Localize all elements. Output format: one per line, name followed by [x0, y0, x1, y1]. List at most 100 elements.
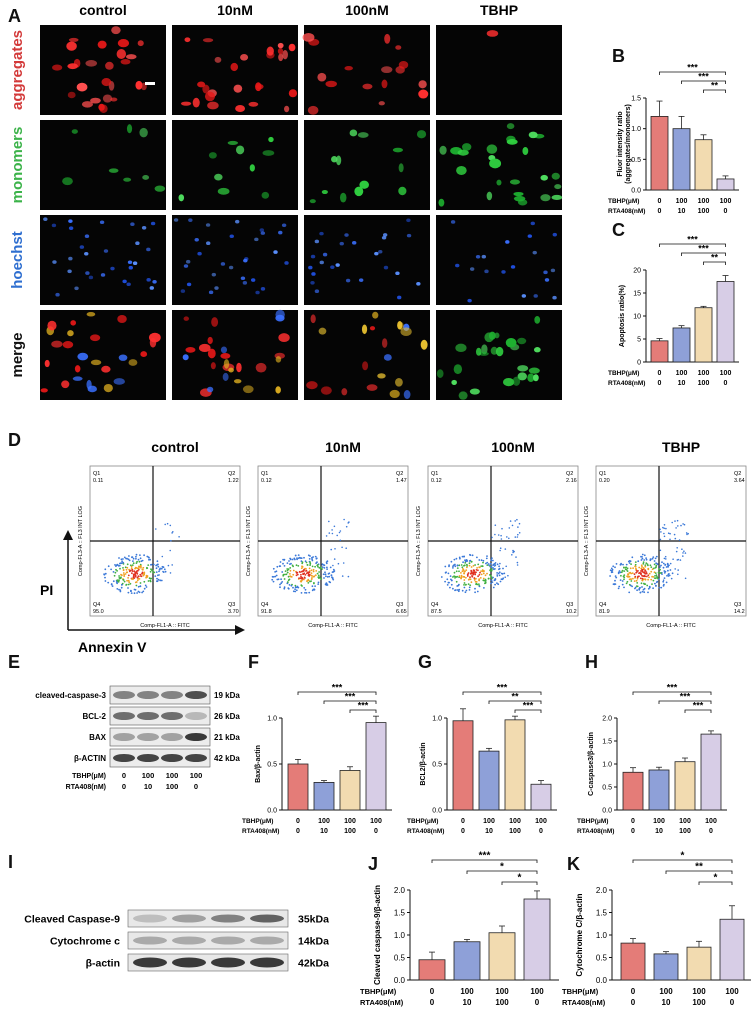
- micro-cell: [243, 258, 248, 263]
- flow-event: [496, 572, 498, 574]
- micro-cell: [395, 377, 403, 387]
- flow-event: [506, 536, 508, 538]
- flow-event: [150, 563, 153, 566]
- flow-event: [623, 570, 626, 572]
- micro-cell: [140, 351, 148, 358]
- flow-event: [324, 571, 326, 574]
- rta-label: RTA408(nM): [608, 380, 645, 387]
- bar: [453, 941, 481, 981]
- flow-event: [641, 568, 643, 571]
- flow-event: [481, 565, 484, 568]
- flow-event: [307, 574, 310, 577]
- micro-cell: [125, 54, 137, 60]
- micro-cell: [198, 343, 211, 353]
- flow-event: [641, 557, 644, 560]
- flow-event: [464, 570, 466, 573]
- flow-event: [516, 536, 519, 538]
- flow-event: [288, 584, 291, 586]
- flow-event: [331, 529, 333, 531]
- flow-y-axis-label: Comp-FL3-A :: FL3 INT LOG: [246, 506, 252, 576]
- flow-event: [291, 558, 294, 561]
- micro-image-2-1: [172, 215, 298, 305]
- flow-event: [143, 572, 146, 575]
- flow-event: [131, 570, 134, 572]
- flow-event: [635, 571, 638, 574]
- flow-event: [287, 568, 290, 571]
- micro-cell: [533, 294, 538, 298]
- flow-event: [514, 536, 517, 538]
- flow-event: [325, 584, 328, 586]
- flow-event: [464, 562, 467, 564]
- micro-cell: [501, 270, 506, 274]
- flow-event: [624, 568, 627, 571]
- flow-event: [290, 584, 293, 587]
- flow-event: [499, 549, 501, 552]
- micro-cell: [513, 195, 526, 202]
- micro-image-3-2: [304, 310, 430, 400]
- micro-cell: [100, 273, 106, 277]
- flow-event: [114, 571, 117, 574]
- flow-event: [298, 577, 300, 579]
- bar: [674, 761, 696, 811]
- flow-event: [628, 591, 631, 594]
- rta-value: 0: [374, 828, 378, 835]
- flow-event: [304, 560, 307, 563]
- flow-event: [651, 575, 653, 578]
- flow-event: [272, 580, 275, 583]
- bar: [694, 307, 713, 363]
- micro-cell: [374, 251, 379, 256]
- panel-a-microscopy: control 10nM 100nM TBHP aggregates monomers ho…: [0, 0, 751, 430]
- flow-event: [669, 574, 671, 577]
- blot-kda-label: 21 kDa: [214, 733, 240, 742]
- flow-event: [129, 569, 132, 572]
- y-tick-label: 0.0: [631, 187, 641, 194]
- flow-event: [118, 564, 121, 567]
- blot-row-label: cleaved-caspase-3: [35, 691, 106, 700]
- flow-event: [157, 578, 160, 581]
- micro-cell: [206, 241, 211, 246]
- flow-event: [294, 584, 297, 587]
- flow-event: [473, 577, 476, 579]
- y-axis-label: BCL2/β-actin: [420, 742, 427, 785]
- micro-cell: [142, 174, 150, 180]
- annexin-axis-label: Annexin V: [78, 639, 147, 655]
- flow-event: [655, 555, 658, 558]
- flow-event: [628, 575, 631, 578]
- flow-x-axis-label: Comp-FL1-A :: FITC: [646, 623, 696, 629]
- micro-cell: [336, 155, 342, 166]
- flow-event: [140, 575, 142, 577]
- significance-label: ***: [332, 683, 343, 693]
- micro-cell: [381, 79, 388, 89]
- flow-event: [292, 586, 294, 589]
- flow-event: [139, 554, 141, 556]
- micro-cell: [450, 220, 456, 224]
- flow-event: [647, 587, 650, 590]
- flow-event: [458, 564, 461, 567]
- flow-event: [160, 567, 163, 570]
- micro-cell: [275, 309, 285, 320]
- flow-event: [126, 557, 128, 560]
- micro-cell: [259, 228, 265, 232]
- flow-event: [127, 591, 130, 594]
- flow-event: [149, 579, 152, 582]
- micro-cell: [211, 272, 217, 277]
- micro-cell: [278, 230, 283, 235]
- flow-event: [454, 589, 456, 592]
- flow-event: [295, 589, 298, 592]
- flow-event: [466, 565, 468, 567]
- flow-event: [112, 580, 115, 583]
- panel-i-western-blot: Cleaved Caspase-9 35kDa Cytochrome c 14kDa β…: [24, 909, 329, 972]
- rta-label: RTA408(nM): [562, 998, 606, 1007]
- blot-band: [113, 733, 135, 741]
- micro-cell: [310, 280, 315, 285]
- flow-event: [317, 581, 320, 584]
- micro-cell: [554, 184, 562, 190]
- micro-cell: [354, 186, 364, 197]
- micro-column-title: 100nM: [345, 2, 389, 18]
- blot-band: [133, 936, 167, 945]
- flow-event: [316, 572, 319, 575]
- micro-cell: [197, 251, 202, 256]
- flow-y-axis-label: Comp-FL3-A :: FL3 INT LOG: [416, 506, 422, 576]
- rta-label: RTA408(nM): [360, 998, 404, 1007]
- flow-event: [139, 582, 142, 584]
